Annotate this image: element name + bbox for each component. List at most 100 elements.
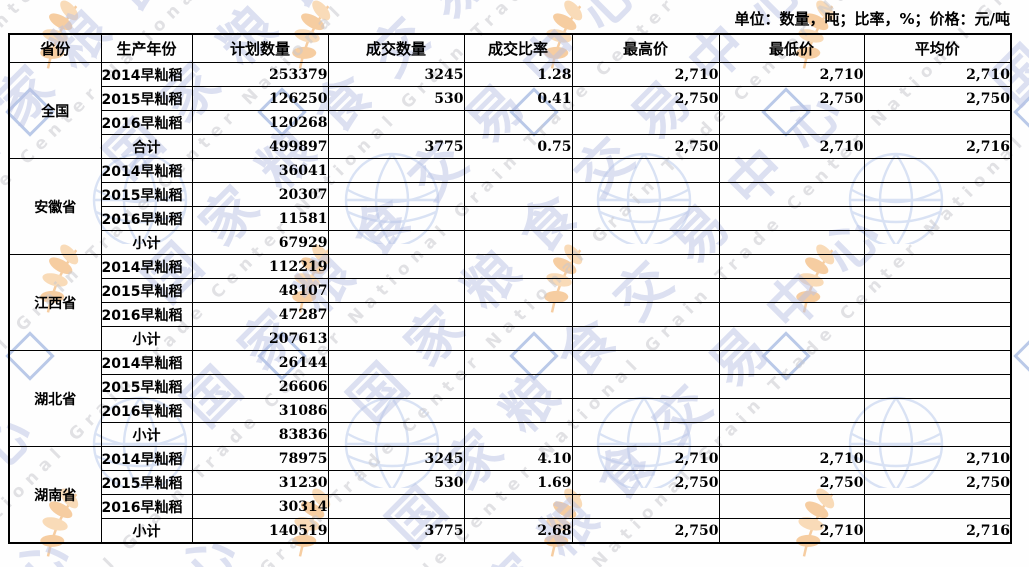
year-cell: 2015早籼稻 xyxy=(100,374,193,399)
col-header-high-price: 最高价 xyxy=(571,33,720,63)
year-cell: 2014早籼稻 xyxy=(100,446,193,471)
avg-value-cell xyxy=(863,158,1012,183)
plan-value-cell: 11581 xyxy=(191,206,329,231)
deal-value-cell xyxy=(327,350,465,375)
year-cell: 2016早籼稻 xyxy=(100,398,193,423)
low-value-cell xyxy=(718,206,865,231)
high-value-cell xyxy=(571,350,720,375)
high-value-cell xyxy=(571,158,720,183)
table-row: 2016早籼稻 47287 xyxy=(9,302,1012,327)
col-header-avg-price: 平均价 xyxy=(863,33,1012,63)
plan-value-cell: 207613 xyxy=(191,326,329,351)
ratio-value-cell xyxy=(463,350,573,375)
low-value-cell xyxy=(718,326,865,351)
table-row: 2015早籼稻 20307 xyxy=(9,182,1012,207)
ratio-value-cell: 1.69 xyxy=(463,470,573,495)
low-value-cell xyxy=(718,350,865,375)
ratio-value-cell xyxy=(463,254,573,279)
table-row: 2016早籼稻 11581 xyxy=(9,206,1012,231)
high-value-cell xyxy=(571,206,720,231)
subtotal-label-cell: 小计 xyxy=(100,422,193,447)
deal-value-cell xyxy=(327,302,465,327)
table-row: 全国 2014早籼稻 253379 3245 1.28 2,710 2,710 2,710 xyxy=(8,62,1012,159)
table-row: 小计 67929 xyxy=(9,230,1012,255)
province-cell: 安徽省 xyxy=(8,158,102,255)
high-value-cell: 2,710 xyxy=(571,62,720,87)
avg-value-cell xyxy=(863,230,1012,255)
avg-value-cell xyxy=(863,278,1012,303)
avg-value-cell: 2,716 xyxy=(863,518,1012,544)
low-value-cell xyxy=(718,302,865,327)
year-cell: 2014早籼稻 xyxy=(100,254,193,279)
high-value-cell: 2,750 xyxy=(571,470,720,495)
col-header-deal-qty: 成交数量 xyxy=(327,33,465,63)
deal-value-cell: 3775 xyxy=(327,518,465,544)
avg-value-cell xyxy=(863,326,1012,351)
col-header-province: 省份 xyxy=(8,33,102,63)
table-row: 2015早籼稻 48107 xyxy=(9,278,1012,303)
low-value-cell: 2,710 xyxy=(718,134,865,159)
low-value-cell xyxy=(718,230,865,255)
plan-value-cell: 78975 xyxy=(191,446,329,471)
low-value-cell: 2,710 xyxy=(718,518,865,544)
deal-value-cell: 3775 xyxy=(327,134,465,159)
avg-value-cell xyxy=(863,182,1012,207)
deal-value-cell xyxy=(327,326,465,351)
year-cell: 2015早籼稻 xyxy=(100,278,193,303)
table-header-row: 省份 生产年份 计划数量 成交数量 成交比率 最高价 最低价 平均价 xyxy=(8,33,1012,63)
avg-value-cell: 2,716 xyxy=(863,134,1012,159)
ratio-value-cell xyxy=(463,110,573,135)
plan-value-cell: 48107 xyxy=(191,278,329,303)
year-cell: 2014早籼稻 xyxy=(100,350,193,375)
year-cell: 2016早籼稻 xyxy=(100,494,193,519)
low-value-cell xyxy=(718,254,865,279)
avg-value-cell xyxy=(863,206,1012,231)
table-row: 2016早籼稻 120268 xyxy=(9,110,1012,135)
high-value-cell xyxy=(571,254,720,279)
deal-value-cell xyxy=(327,254,465,279)
high-value-cell xyxy=(571,302,720,327)
ratio-value-cell: 1.28 xyxy=(463,62,573,87)
ratio-value-cell xyxy=(463,206,573,231)
col-header-deal-ratio: 成交比率 xyxy=(463,33,573,63)
avg-value-cell xyxy=(863,254,1012,279)
ratio-value-cell xyxy=(463,422,573,447)
table-row: 2015早籼稻 31230 530 1.69 2,750 2,750 2,750 xyxy=(9,470,1012,495)
high-value-cell: 2,750 xyxy=(571,86,720,111)
low-value-cell: 2,710 xyxy=(718,62,865,87)
plan-value-cell: 30314 xyxy=(191,494,329,519)
subtotal-label-cell: 小计 xyxy=(100,230,193,255)
low-value-cell: 2,710 xyxy=(718,446,865,471)
low-value-cell xyxy=(718,398,865,423)
deal-value-cell xyxy=(327,278,465,303)
high-value-cell xyxy=(571,398,720,423)
low-value-cell xyxy=(718,494,865,519)
deal-value-cell: 3245 xyxy=(327,62,465,87)
ratio-value-cell: 2.68 xyxy=(463,518,573,544)
plan-value-cell: 120268 xyxy=(191,110,329,135)
year-cell: 2016早籼稻 xyxy=(100,110,193,135)
year-cell: 2016早籼稻 xyxy=(100,206,193,231)
plan-value-cell: 31086 xyxy=(191,398,329,423)
high-value-cell xyxy=(571,230,720,255)
plan-value-cell: 26144 xyxy=(191,350,329,375)
low-value-cell: 2,750 xyxy=(718,86,865,111)
ratio-value-cell xyxy=(463,158,573,183)
ratio-value-cell xyxy=(463,398,573,423)
col-header-plan-qty: 计划数量 xyxy=(191,33,329,63)
avg-value-cell: 2,710 xyxy=(863,62,1012,87)
ratio-value-cell xyxy=(463,182,573,207)
col-header-year: 生产年份 xyxy=(100,33,193,63)
province-cell: 湖南省 xyxy=(8,446,102,544)
avg-value-cell xyxy=(863,350,1012,375)
subtotal-label-cell: 小计 xyxy=(100,326,193,351)
plan-value-cell: 112219 xyxy=(191,254,329,279)
avg-value-cell xyxy=(863,110,1012,135)
high-value-cell: 2,750 xyxy=(571,134,720,159)
auction-result-table: 省份 生产年份 计划数量 成交数量 成交比率 最高价 最低价 平均价 全国 201… xyxy=(8,33,1012,544)
table-row: 合计 499897 3775 0.75 2,750 2,710 2,716 xyxy=(9,134,1012,159)
table-row: 安徽省 2014早籼稻 36041 xyxy=(8,158,1012,255)
subtotal-label-cell: 合计 xyxy=(100,134,193,159)
deal-value-cell xyxy=(327,182,465,207)
